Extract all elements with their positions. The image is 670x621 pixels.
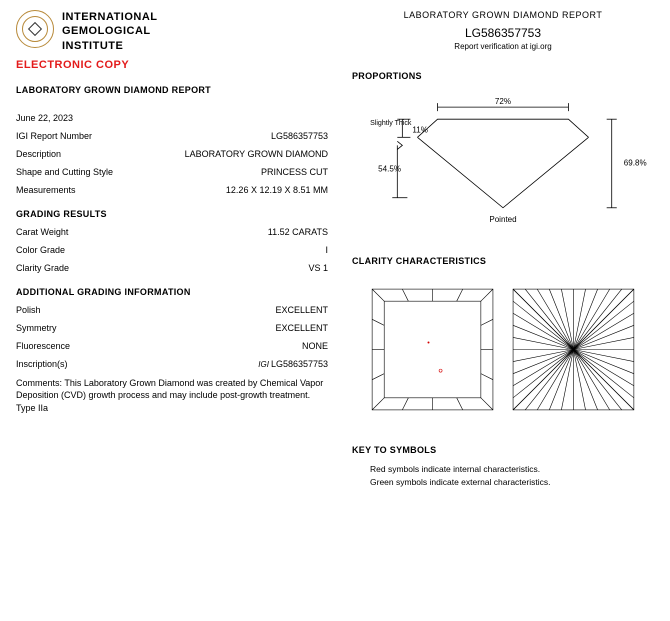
carat-value: 11.52 CARATS <box>268 227 328 237</box>
carat-label: Carat Weight <box>16 227 268 237</box>
fluorescence-value: NONE <box>302 341 328 351</box>
institute-line2: GEMOLOGICAL <box>62 24 158 38</box>
description-label: Description <box>16 149 185 159</box>
report-number-label: IGI Report Number <box>16 131 271 141</box>
inclusion-mark <box>428 341 430 343</box>
proportions-heading: PROPORTIONS <box>352 71 654 81</box>
culet-text: Pointed <box>489 215 516 224</box>
color-value: I <box>325 245 328 255</box>
inscription-number: LG586357753 <box>271 359 328 369</box>
report-date: June 22, 2023 <box>16 113 328 123</box>
polish-label: Polish <box>16 305 275 315</box>
key-red-text: Red symbols indicate internal characteri… <box>370 463 654 476</box>
clarity-diagram <box>352 274 654 425</box>
key-green-text: Green symbols indicate external characte… <box>370 476 654 489</box>
symmetry-value: EXCELLENT <box>275 323 328 333</box>
inclusion-mark <box>439 369 442 372</box>
depth-pct-text: 69.8% <box>624 159 647 168</box>
description-value: LABORATORY GROWN DIAMOND <box>185 149 328 159</box>
additional-heading: ADDITIONAL GRADING INFORMATION <box>16 287 328 297</box>
shape-value: PRINCESS CUT <box>261 167 328 177</box>
crown-pct-text: 11% <box>412 125 428 134</box>
institute-name: INTERNATIONAL GEMOLOGICAL INSTITUTE <box>62 10 158 53</box>
proportions-diagram: 72% Slightly Thick 11% 54.5% 69.8% Point… <box>352 89 654 230</box>
shape-label: Shape and Cutting Style <box>16 167 261 177</box>
comments-text: Comments: This Laboratory Grown Diamond … <box>16 377 328 415</box>
report-title: LABORATORY GROWN DIAMOND REPORT <box>16 85 328 95</box>
clarity-label: Clarity Grade <box>16 263 308 273</box>
institute-line3: INSTITUTE <box>62 39 158 53</box>
symmetry-label: Symmetry <box>16 323 275 333</box>
seal-diamond-icon <box>28 22 42 36</box>
pavilion-pct-text: 54.5% <box>378 165 401 174</box>
key-heading: KEY TO SYMBOLS <box>352 445 654 455</box>
fluorescence-label: Fluorescence <box>16 341 302 351</box>
grading-heading: GRADING RESULTS <box>16 209 328 219</box>
right-verify-text: Report verification at igi.org <box>352 42 654 51</box>
right-report-title: LABORATORY GROWN DIAMOND REPORT <box>352 10 654 20</box>
inscription-value: IGILG586357753 <box>258 359 328 369</box>
institute-line1: INTERNATIONAL <box>62 10 158 24</box>
measurements-label: Measurements <box>16 185 226 195</box>
measurements-value: 12.26 X 12.19 X 8.51 MM <box>226 185 328 195</box>
right-report-number: LG586357753 <box>352 26 654 40</box>
clarity-heading: CLARITY CHARACTERISTICS <box>352 256 654 266</box>
crown-thickness-text: Slightly Thick <box>370 120 412 127</box>
inscription-label: Inscription(s) <box>16 359 258 369</box>
polish-value: EXCELLENT <box>275 305 328 315</box>
clarity-value: VS 1 <box>308 263 328 273</box>
inscription-prefix: IGI <box>258 360 269 369</box>
seal-inner-ring <box>22 16 48 42</box>
report-number-value: LG586357753 <box>271 131 328 141</box>
igi-seal <box>16 10 54 48</box>
table-pct-text: 72% <box>495 97 511 106</box>
color-label: Color Grade <box>16 245 325 255</box>
electronic-copy-label: ELECTRONIC COPY <box>16 59 328 71</box>
